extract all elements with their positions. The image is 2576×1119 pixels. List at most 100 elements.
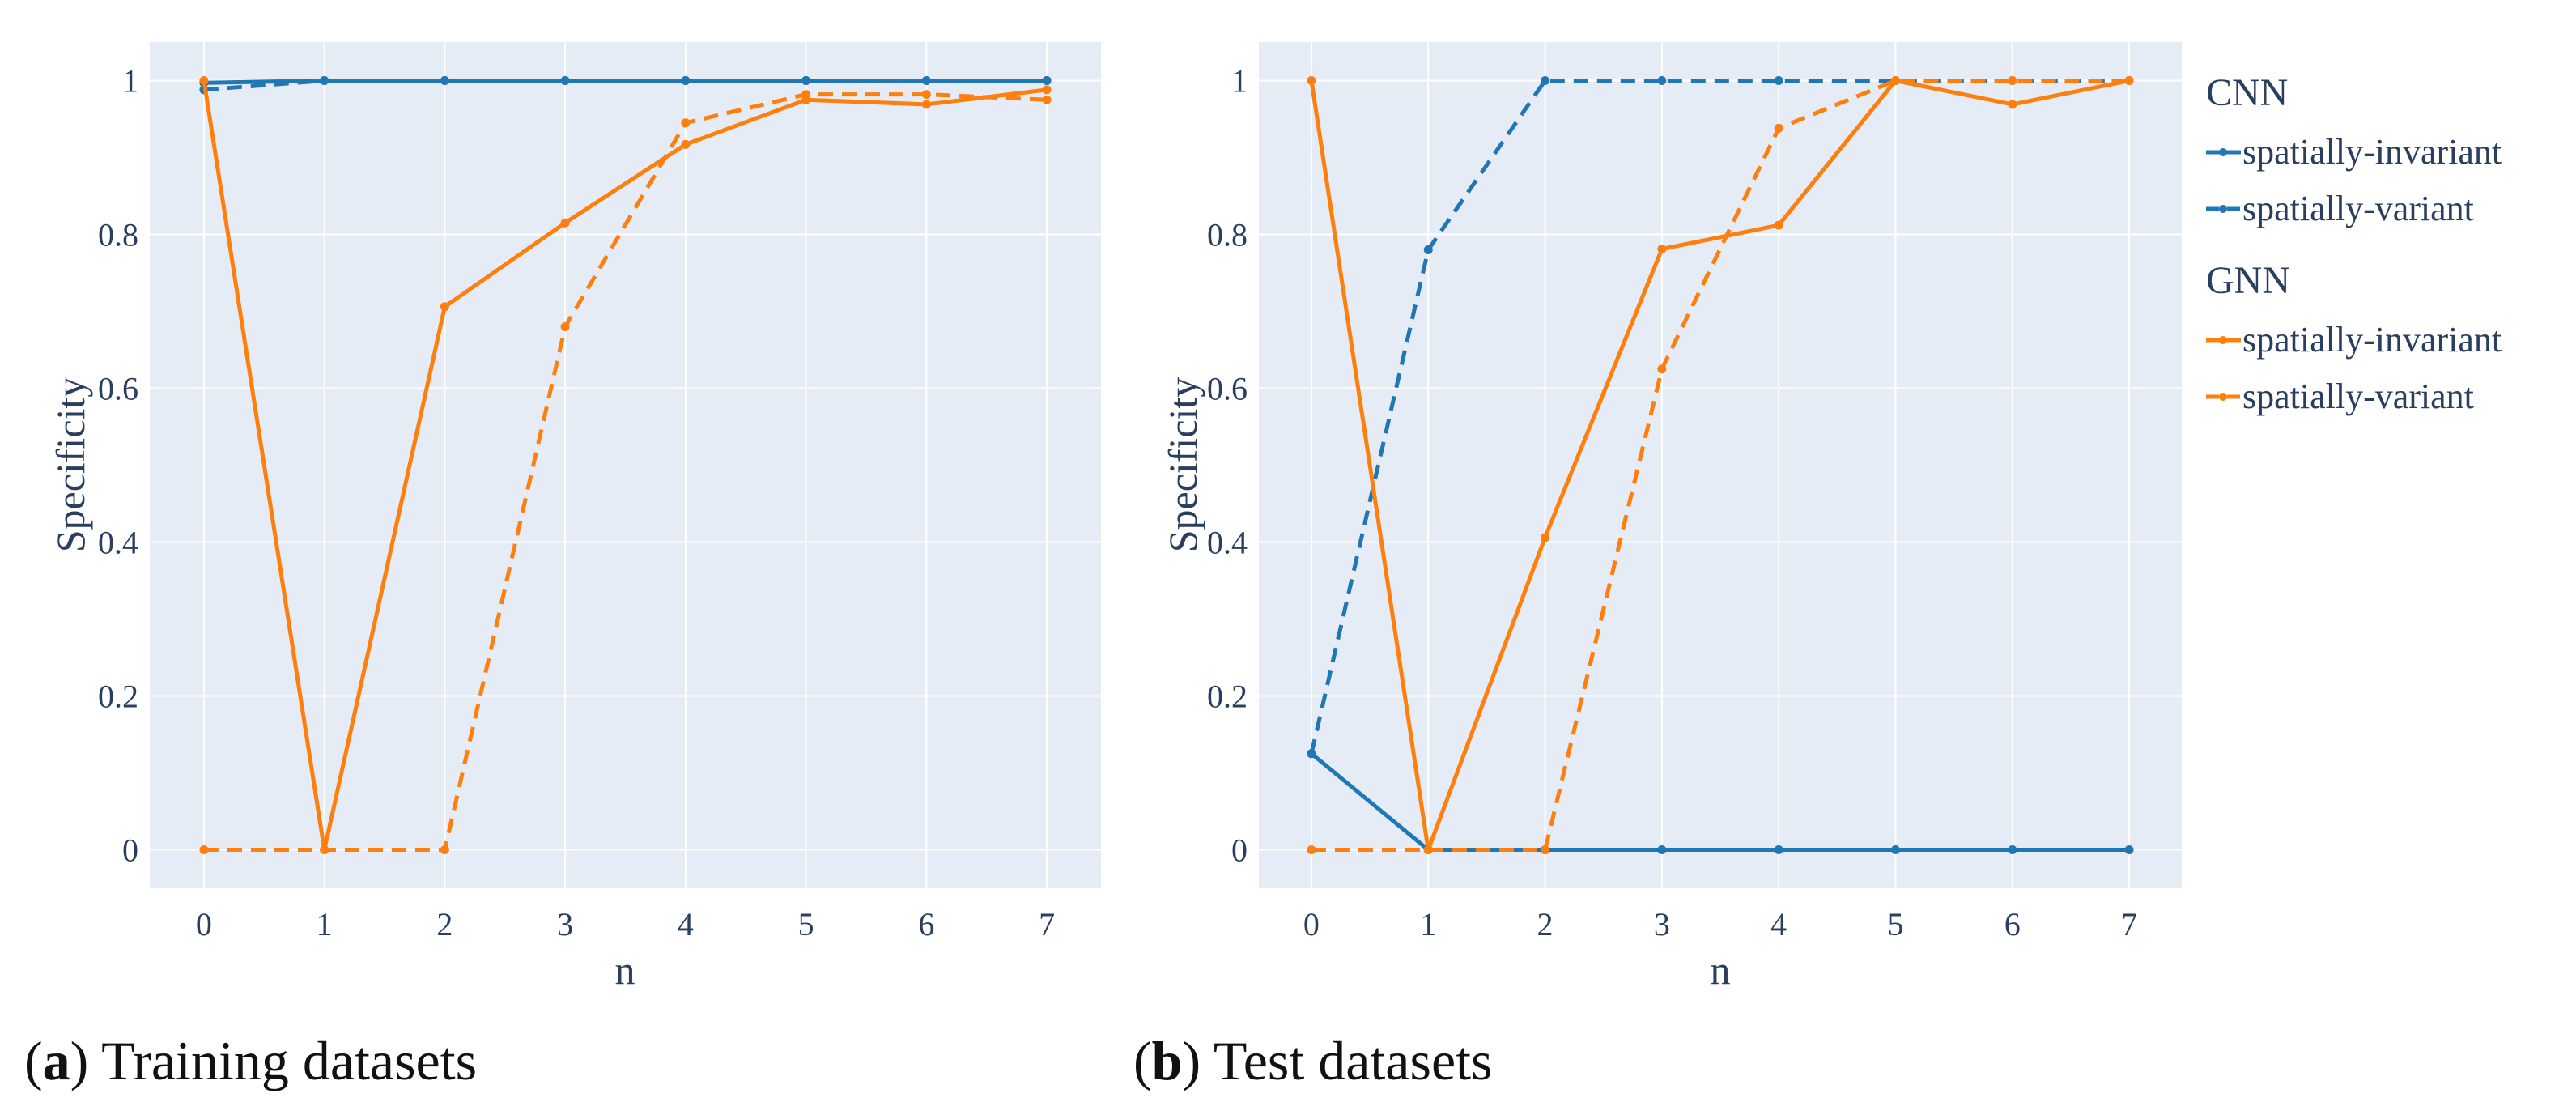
caption-b-label: b	[1152, 1030, 1183, 1091]
x-tick-label-1: 1	[1420, 906, 1436, 942]
point-gnn-spatially-invariant-7	[1042, 85, 1052, 95]
point-gnn-spatially-variant-3	[560, 322, 570, 331]
point-gnn-spatially-invariant-2	[440, 302, 449, 312]
legend-marker-cnn-invariant	[2219, 148, 2227, 156]
panel-b-test: 0 1 2 3 4 5 6 7 0 0.2 0.4 0.6 0.8 1 n Specificity	[1160, 42, 2182, 993]
plot-area-b	[1259, 42, 2182, 888]
legend-label-gnn-variant: spatially-variant	[2242, 377, 2474, 416]
point-cnn-spatially-variant-6	[921, 76, 931, 85]
point-gnn-spatially-invariant-6	[921, 100, 931, 109]
point-gnn-spatially-variant-2	[440, 845, 449, 854]
y-tick-label-1: 0.2	[98, 679, 138, 715]
point-gnn-spatially-invariant-2	[1541, 533, 1550, 542]
point-gnn-spatially-variant-4	[1774, 123, 1783, 133]
point-cnn-spatially-variant-1	[1423, 245, 1433, 254]
series-line-gnn-spatially-invariant	[202, 80, 1048, 852]
point-gnn-spatially-variant-0	[1307, 845, 1316, 854]
x-tick-label-6: 6	[918, 906, 934, 942]
series-line-gnn-spatially-invariant	[1309, 79, 2130, 852]
y-axis-title-b: Specificity	[1160, 377, 1205, 553]
x-tick-label-2: 2	[436, 906, 453, 942]
x-tick-label-1: 1	[317, 906, 333, 942]
point-cnn-spatially-variant-7	[1042, 76, 1052, 85]
point-gnn-spatially-variant-7	[1042, 95, 1052, 104]
x-axis-title-b: n	[1711, 947, 1731, 993]
point-gnn-spatially-variant-6	[921, 90, 931, 100]
x-axis-title-a: n	[615, 947, 635, 993]
point-cnn-spatially-variant-4	[1774, 76, 1783, 85]
point-gnn-spatially-invariant-0	[1307, 76, 1316, 85]
point-gnn-spatially-invariant-6	[2008, 100, 2017, 109]
series-lines-b	[1307, 76, 2134, 854]
x-ticks-b: 0 1 2 3 4 5 6 7	[1303, 906, 2137, 942]
point-gnn-spatially-invariant-0	[199, 76, 209, 85]
y-ticks-a: 0 0.2 0.4 0.6 0.8 1	[98, 63, 138, 869]
point-gnn-spatially-variant-5	[801, 90, 811, 100]
caption-a-label: a	[43, 1030, 70, 1091]
x-tick-label-3: 3	[1654, 906, 1670, 942]
y-tick-label-5: 1	[122, 63, 138, 100]
point-cnn-spatially-invariant-3	[1657, 845, 1667, 854]
series-line-gnn-spatially-variant	[203, 92, 1048, 852]
point-cnn-spatially-variant-2	[440, 76, 449, 85]
legend-label-cnn-invariant: spatially-invariant	[2242, 132, 2502, 172]
point-gnn-spatially-invariant-4	[681, 139, 691, 149]
point-cnn-spatially-variant-4	[681, 76, 691, 85]
legend-marker-gnn-variant	[2219, 393, 2227, 401]
legend-marker-gnn-invariant	[2219, 336, 2227, 344]
x-tick-label-7: 7	[2121, 906, 2137, 942]
x-tick-label-3: 3	[557, 906, 573, 942]
point-cnn-spatially-variant-3	[1657, 76, 1667, 85]
point-cnn-spatially-invariant-4	[1774, 845, 1783, 854]
point-gnn-spatially-variant-1	[320, 845, 329, 854]
y-tick-label-2: 0.4	[98, 525, 138, 561]
y-axis-title-a: Specificity	[48, 377, 93, 553]
x-tick-label-0: 0	[1303, 906, 1320, 942]
point-gnn-spatially-variant-4	[681, 118, 691, 128]
point-gnn-spatially-variant-7	[2124, 76, 2134, 85]
point-gnn-spatially-variant-6	[2008, 76, 2017, 85]
point-gnn-spatially-variant-5	[1890, 76, 1900, 85]
point-cnn-spatially-invariant-7	[2124, 845, 2134, 854]
y-tick-label-4: 0.8	[98, 217, 138, 253]
y-tick-label-3: 0.6	[98, 371, 138, 407]
x-tick-label-6: 6	[2004, 906, 2021, 942]
series-line-cnn-spatially-invariant	[1310, 751, 2130, 852]
caption-b-text: Test datasets	[1214, 1030, 1493, 1091]
point-cnn-spatially-variant-0	[1307, 749, 1316, 759]
caption-a-text: Training datasets	[101, 1030, 477, 1091]
plot-area-a	[150, 42, 1101, 888]
point-cnn-spatially-invariant-5	[1890, 845, 1900, 854]
y-tick-label-0: 0	[1231, 832, 1248, 869]
y-tick-label-2: 0.4	[1207, 525, 1248, 561]
point-gnn-spatially-variant-3	[1657, 364, 1667, 374]
series-line-cnn-spatially-variant	[1309, 79, 2130, 755]
caption-b: (b) Test datasets	[1133, 1030, 1493, 1091]
legend-label-gnn-invariant: spatially-invariant	[2242, 320, 2502, 360]
point-gnn-spatially-variant-2	[1541, 845, 1550, 854]
x-tick-label-4: 4	[1770, 906, 1787, 942]
point-gnn-spatially-variant-1	[1423, 845, 1433, 854]
y-tick-label-4: 0.8	[1207, 217, 1248, 253]
x-tick-label-5: 5	[798, 906, 814, 942]
point-gnn-spatially-invariant-3	[560, 218, 570, 228]
legend-group-cnn: CNN	[2206, 71, 2288, 114]
point-cnn-spatially-variant-5	[801, 76, 811, 85]
caption-a: (a) Training datasets	[24, 1030, 477, 1091]
legend-marker-cnn-variant	[2219, 205, 2227, 213]
legend: CNN spatially-invariant spatially-varian…	[2206, 71, 2502, 416]
point-gnn-spatially-invariant-4	[1774, 220, 1783, 230]
point-gnn-spatially-invariant-3	[1657, 245, 1667, 254]
x-tick-label-7: 7	[1039, 906, 1055, 942]
series-lines-a	[199, 76, 1052, 854]
x-tick-label-5: 5	[1887, 906, 1903, 942]
y-ticks-b: 0 0.2 0.4 0.6 0.8 1	[1207, 63, 1248, 869]
x-tick-label-4: 4	[678, 906, 694, 942]
x-tick-label-2: 2	[1537, 906, 1554, 942]
point-cnn-spatially-variant-2	[1541, 76, 1550, 85]
x-tick-label-0: 0	[196, 906, 212, 942]
point-cnn-spatially-invariant-6	[2008, 845, 2017, 854]
y-tick-label-1: 0.2	[1207, 679, 1248, 715]
panel-a-training: 0 1 2 3 4 5 6 7 0 0.2 0.4 0.6 0.8 1 n Specificity	[48, 42, 1101, 993]
